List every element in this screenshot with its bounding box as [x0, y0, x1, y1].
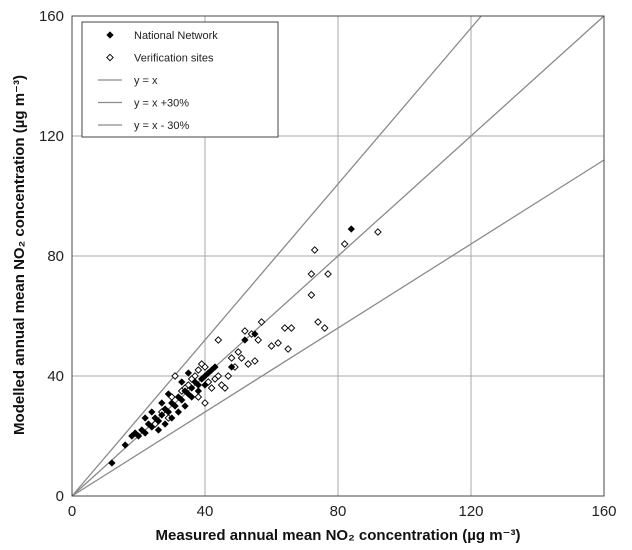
verification-site-point — [251, 357, 259, 365]
x-tick-label: 160 — [591, 503, 616, 520]
verification-site-point — [284, 345, 292, 353]
verification-site-point — [254, 336, 263, 344]
national-network-point — [178, 378, 186, 386]
verification-site-point — [257, 318, 266, 326]
national-network-point — [174, 408, 183, 416]
legend-marker-swatch — [106, 53, 114, 62]
verification-site-point — [287, 324, 296, 332]
national-network-point — [241, 336, 249, 344]
national-network-point — [194, 387, 202, 395]
x-tick-label: 80 — [330, 503, 347, 520]
verification-site-point — [280, 324, 289, 332]
national-network-point — [148, 408, 156, 416]
national-network-point — [141, 414, 149, 422]
legend-label: National Network — [134, 30, 218, 42]
verification-site-point — [374, 228, 382, 236]
legend-label: y = x +30% — [134, 98, 189, 110]
x-tick-label: 40 — [197, 503, 214, 520]
verification-site-point — [274, 339, 282, 347]
national-network-point — [188, 384, 196, 392]
y-axis-ticks: 0 40 80 120 160 — [39, 8, 64, 505]
national-network-point — [148, 423, 156, 431]
verification-site-point — [307, 291, 316, 299]
verification-site-point — [234, 348, 243, 356]
plot-frame — [71, 15, 605, 497]
national-network-point — [227, 363, 236, 371]
national-network-point — [211, 363, 219, 371]
y-axis-title: Modelled annual mean NO₂ concentration (… — [11, 75, 28, 435]
verification-site-point — [214, 372, 223, 380]
national-network-point — [178, 396, 186, 404]
y-tick-label: 120 — [39, 128, 64, 145]
legend-marker-swatch — [106, 31, 114, 39]
verification-site-point — [237, 354, 246, 362]
legend-label: y = x - 30% — [134, 120, 190, 132]
national-network-point — [347, 225, 355, 233]
national-network-point — [134, 432, 143, 440]
national-network-point — [188, 393, 196, 401]
verification-site-point — [201, 363, 209, 371]
x-tick-label: 120 — [458, 503, 483, 520]
verification-site-point — [340, 240, 349, 248]
national-network-point — [168, 414, 176, 422]
national-network-point — [184, 369, 192, 377]
verification-site-point — [244, 360, 253, 368]
verification-site-point — [324, 270, 332, 278]
x-axis-ticks: 0 40 80 120 160 — [68, 503, 617, 520]
y-tick-label: 40 — [47, 368, 64, 385]
verification-site-point — [310, 246, 319, 254]
national-network-point — [201, 381, 209, 389]
national-network-point — [164, 390, 173, 398]
national-network-point — [171, 402, 179, 410]
national-network-point — [141, 429, 149, 437]
national-network-point — [154, 426, 163, 434]
verification-site-point — [227, 354, 236, 362]
national-network-point — [164, 408, 173, 416]
verification-site-point — [314, 318, 322, 326]
national-network-point — [158, 399, 166, 407]
verification-site-point — [267, 342, 276, 350]
legend-label: Verification sites — [134, 53, 214, 65]
verification-site-point — [207, 384, 216, 392]
verification-site-point — [224, 372, 233, 380]
legend-label: y = x — [134, 75, 158, 87]
data-points — [108, 225, 382, 467]
y-tick-label: 0 — [56, 488, 64, 505]
verification-site-point — [320, 324, 329, 332]
y-tick-label: 160 — [39, 8, 64, 25]
national-network-point — [108, 459, 116, 467]
legend: National Network Verification sites y = x y… — [81, 21, 279, 138]
verification-site-point — [307, 270, 316, 278]
y-tick-label: 80 — [47, 248, 64, 265]
verification-site-point — [214, 336, 223, 344]
verification-site-point — [194, 393, 203, 401]
national-network-point — [251, 330, 259, 338]
national-network-point — [158, 411, 166, 419]
national-network-point — [161, 420, 169, 428]
verification-site-point — [171, 372, 179, 380]
national-network-point — [181, 402, 189, 410]
verification-site-point — [221, 384, 229, 392]
x-axis-title: Measured annual mean NO₂ concentration (… — [156, 527, 521, 544]
verification-site-point — [241, 327, 249, 335]
reference-line — [71, 15, 482, 497]
national-network-point — [121, 441, 129, 449]
verification-site-point — [194, 366, 203, 374]
reference-line — [71, 159, 605, 497]
verification-site-point — [201, 399, 209, 407]
x-tick-label: 0 — [68, 503, 76, 520]
national-network-point — [154, 417, 163, 425]
